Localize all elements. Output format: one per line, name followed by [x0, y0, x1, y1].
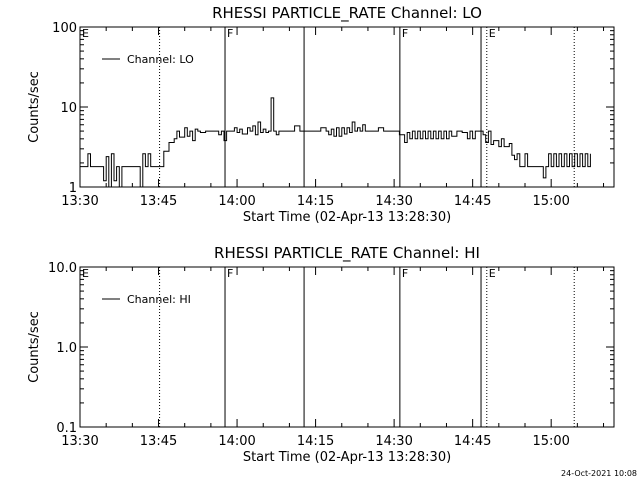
- timestamp: 24-Oct-2021 10:08: [561, 469, 637, 478]
- x-tick-label: 13:45: [140, 194, 177, 209]
- time-marker-label: F: [402, 27, 408, 40]
- x-tick-label: 14:30: [375, 194, 412, 209]
- x-tick-label: 14:00: [218, 434, 255, 449]
- x-tick-label: 14:45: [454, 434, 491, 449]
- x-tick-label: 14:45: [454, 194, 491, 209]
- x-tick-label: 14:15: [297, 434, 334, 449]
- y-tick-label: 0.1: [56, 421, 77, 436]
- legend-label: Channel: LO: [127, 53, 194, 66]
- edge-marker-label: E: [82, 27, 89, 40]
- x-axis-label: Start Time (02-Apr-13 13:28:30): [243, 210, 451, 225]
- y-tick-label: 1: [69, 181, 77, 196]
- y-tick-label: 10.0: [48, 261, 77, 276]
- x-tick-label: 15:00: [532, 194, 569, 209]
- x-tick-label: 13:30: [61, 434, 98, 449]
- y-tick-label: 10: [60, 101, 77, 116]
- x-tick-label: 14:30: [375, 434, 412, 449]
- x-tick-label: 13:30: [61, 194, 98, 209]
- time-marker-label: E: [489, 267, 496, 280]
- series-line: [80, 97, 591, 188]
- x-tick-label: 13:45: [140, 434, 177, 449]
- x-axis-label: Start Time (02-Apr-13 13:28:30): [243, 450, 451, 465]
- x-tick-label: 14:15: [297, 194, 334, 209]
- time-marker-label: F: [227, 267, 233, 280]
- chart-title: RHESSI PARTICLE_RATE Channel: LO: [212, 4, 482, 23]
- y-axis-label: Counts/sec: [27, 71, 42, 143]
- chart-title: RHESSI PARTICLE_RATE Channel: HI: [214, 244, 480, 263]
- x-tick-label: 14:00: [218, 194, 255, 209]
- time-marker-label: F: [227, 27, 233, 40]
- edge-marker-label: E: [82, 267, 89, 280]
- time-marker-label: F: [402, 267, 408, 280]
- y-axis-label: Counts/sec: [27, 311, 42, 383]
- legend-label: Channel: HI: [127, 293, 191, 306]
- x-tick-label: 15:00: [532, 434, 569, 449]
- y-tick-label: 1.0: [56, 341, 77, 356]
- time-marker-label: E: [489, 27, 496, 40]
- y-tick-label: 100: [52, 21, 77, 36]
